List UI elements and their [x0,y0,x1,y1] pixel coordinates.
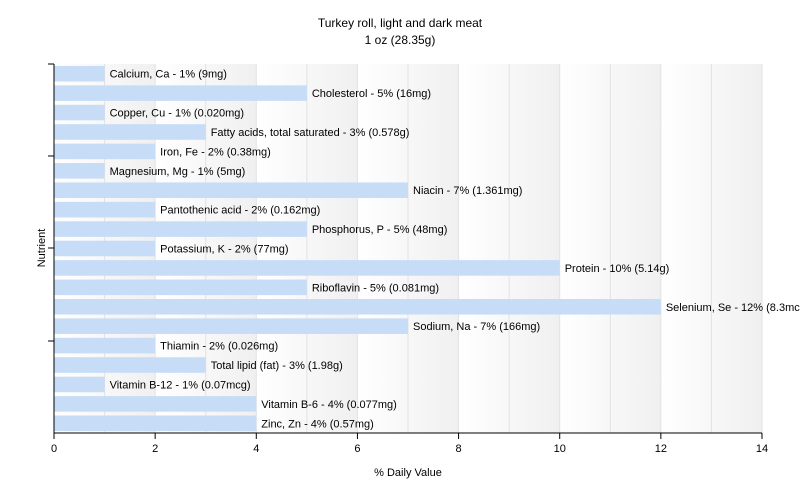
bar-15 [54,337,156,354]
bar-label: Copper, Cu - 1% (0.020mg) [110,108,245,120]
bar-label: Pantothenic acid - 2% (0.162mg) [160,205,320,217]
bar-19 [54,415,257,432]
x-tick-label: 2 [152,443,158,455]
x-axis-title: % Daily Value [374,467,442,479]
bar-12 [54,279,307,296]
y-axis-title: Nutrient [36,229,48,268]
x-tick-label: 6 [354,443,360,455]
bar-label: Calcium, Ca - 1% (9mg) [110,69,227,81]
bar-label: Sodium, Na - 7% (166mg) [413,321,540,333]
bar-label: Riboflavin - 5% (0.081mg) [312,282,439,294]
bar-11 [54,260,560,276]
x-tick-label: 4 [253,443,259,455]
bar-label: Zinc, Zn - 4% (0.57mg) [261,418,373,430]
bar-9 [54,221,307,237]
bar-3 [54,104,105,121]
bar-17 [54,376,105,393]
bar-8 [54,201,156,218]
x-tick-label: 0 [51,443,57,455]
bar-label: Fatty acids, total saturated - 3% (0.578… [211,127,410,139]
bar-1 [54,65,105,82]
bar-label: Vitamin B-6 - 4% (0.077mg) [261,399,397,411]
bar-label: Magnesium, Mg - 1% (5mg) [110,166,246,178]
bar-label: Protein - 10% (5.14g) [565,263,670,275]
bar-label: Thiamin - 2% (0.026mg) [160,341,278,353]
bar-7 [54,182,408,199]
bar-6 [54,163,105,179]
bar-label: Niacin - 7% (1.361mg) [413,185,522,197]
bar-16 [54,357,206,373]
bar-label: Total lipid (fat) - 3% (1.98g) [211,360,343,372]
bar-label: Phosphorus, P - 5% (48mg) [312,224,448,236]
bar-18 [54,396,257,412]
chart-title: Turkey roll, light and dark meat [317,16,483,30]
bar-label: Cholesterol - 5% (16mg) [312,88,431,100]
bar-14 [54,318,408,334]
chart-subtitle: 1 oz (28.35g) [364,33,436,47]
bar-4 [54,124,206,140]
x-tick-label: 10 [554,443,566,455]
bar-label: Vitamin B-12 - 1% (0.07mcg) [110,379,251,391]
bar-2 [54,85,307,101]
bar-10 [54,240,156,257]
bar-label: Iron, Fe - 2% (0.38mg) [160,146,271,158]
bar-5 [54,143,156,160]
x-tick-label: 12 [655,443,667,455]
x-tick-label: 8 [456,443,462,455]
bar-13 [54,298,661,315]
x-tick-label: 14 [756,443,768,455]
bar-label: Potassium, K - 2% (77mg) [160,244,288,256]
bar-label: Selenium, Se - 12% (8.3mcg) [666,302,800,314]
